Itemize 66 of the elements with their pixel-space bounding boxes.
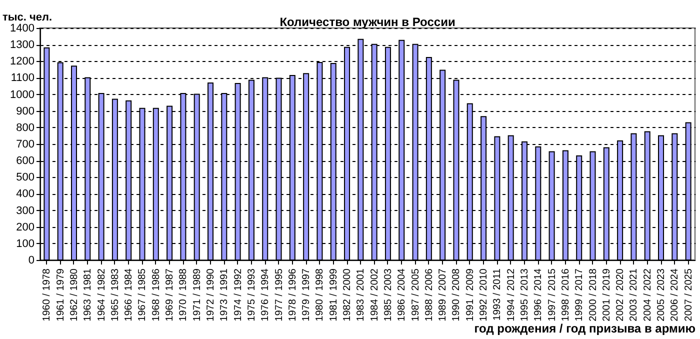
y-tick-label: 1100 xyxy=(10,72,34,84)
x-tick-label: 1964 / 1982 xyxy=(96,268,108,322)
x-tick-label: 1972 / 1990 xyxy=(206,268,217,322)
x-tick-label: 1980 / 1998 xyxy=(314,268,326,322)
x-tick-label: 1995 / 2013 xyxy=(519,268,530,322)
x-tick-label: 1994 / 2012 xyxy=(506,268,517,322)
x-tick-label: 1978 / 1996 xyxy=(287,268,298,322)
x-tick-label: 1960 / 1978 xyxy=(42,268,53,322)
y-tick-label: 600 xyxy=(16,155,34,168)
x-tick-label: 1998 / 2016 xyxy=(560,268,572,322)
x-axis-title: год рождения / год призыва в армию xyxy=(474,321,696,336)
x-tick-label: 1981 / 1999 xyxy=(328,268,340,322)
y-tick-label: 100 xyxy=(16,238,34,250)
y-tick-label: 300 xyxy=(16,204,34,217)
x-tick-label: 1961 / 1979 xyxy=(55,268,66,322)
x-tick-label: 1979 / 1997 xyxy=(301,268,312,322)
y-tick-label: 1200 xyxy=(10,56,34,68)
x-tick-label: 1993 / 2011 xyxy=(492,268,504,321)
x-tick-label: 2006 / 2024 xyxy=(670,268,681,322)
x-tick-label: 1990 / 2008 xyxy=(451,268,462,322)
x-tick-label: 1962 / 1980 xyxy=(68,268,80,322)
x-tick-label: 2004 / 2022 xyxy=(642,268,654,322)
x-tick-label: 1982 / 2000 xyxy=(342,268,354,322)
x-tick-label: 2005 / 2023 xyxy=(656,268,668,322)
x-tick-label: 1971 / 1989 xyxy=(192,268,203,322)
x-tick-label: 1970 / 1988 xyxy=(178,268,190,322)
x-tick-label: 1965 / 1983 xyxy=(110,268,121,322)
x-tick-label: 1974 / 1992 xyxy=(232,268,244,322)
y-tick-label: 900 xyxy=(16,105,34,118)
x-tick-label: 1991 / 2009 xyxy=(464,268,476,322)
x-tick-label: 1997 / 2015 xyxy=(546,268,558,322)
x-tick-label: 1989 / 2007 xyxy=(438,268,449,322)
x-tick-label: 2000 / 2018 xyxy=(588,268,599,322)
x-tick-label: 1999 / 2017 xyxy=(574,268,586,322)
x-tick-label: 1992 / 2010 xyxy=(478,268,490,322)
x-tick-label: 1968 / 1986 xyxy=(150,268,162,322)
x-tick-label: 1963 / 1981 xyxy=(82,268,94,322)
x-tick-label: 2001 / 2019 xyxy=(601,268,612,322)
x-tick-label: 1996 / 2014 xyxy=(533,268,544,322)
y-axis-title: тыс. чел. xyxy=(2,12,52,24)
x-tick-label: 1975 / 1993 xyxy=(246,268,258,322)
x-tick-label: 2002 / 2020 xyxy=(615,268,626,322)
y-tick-label: 700 xyxy=(16,138,34,150)
x-tick-label: 1973 / 1991 xyxy=(219,268,230,322)
x-tick-label: 1984 / 2002 xyxy=(369,268,380,322)
x-tick-label: 2007 / 2025 xyxy=(683,268,694,322)
y-tick-label: 400 xyxy=(16,188,34,200)
x-tick-label: 1967 / 1985 xyxy=(137,268,148,322)
y-tick-label: 1000 xyxy=(10,88,34,101)
x-tick-label: 1986 / 2004 xyxy=(396,268,408,322)
x-tick-label: 1983 / 2001 xyxy=(356,268,367,322)
y-tick-label: 800 xyxy=(16,122,34,134)
y-tick-label: 1300 xyxy=(10,39,34,52)
x-tick-label: 2003 / 2021 xyxy=(628,268,640,322)
x-tick-label: 1988 / 2006 xyxy=(424,268,435,322)
x-tick-label: 1976 / 1994 xyxy=(260,268,272,322)
y-tick-label: 0 xyxy=(28,254,34,266)
y-tick-label: 500 xyxy=(16,172,34,184)
x-tick-label: 1985 / 2003 xyxy=(382,268,394,322)
x-tick-label: 1987 / 2005 xyxy=(410,268,422,322)
y-tick-label: 200 xyxy=(16,221,34,234)
x-tick-label: 1977 / 1995 xyxy=(274,268,285,322)
y-tick-label: 1400 xyxy=(10,22,34,34)
x-tick-label: 1969 / 1987 xyxy=(164,268,176,322)
chart-title: Количество мужчин в России xyxy=(280,15,456,29)
x-tick-label: 1966 / 1984 xyxy=(124,268,135,322)
